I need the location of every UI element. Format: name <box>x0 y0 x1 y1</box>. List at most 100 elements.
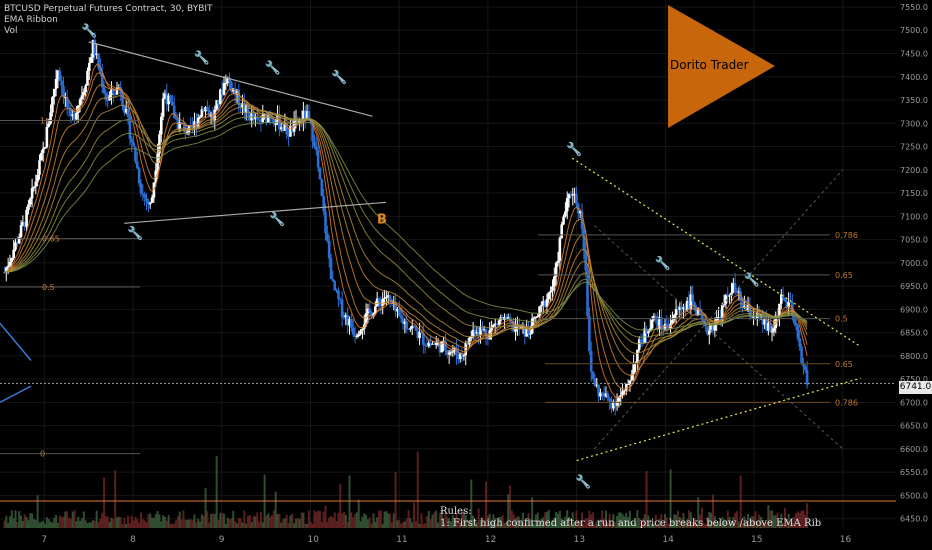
ema-line <box>4 63 808 399</box>
candle-body <box>316 150 320 168</box>
candle-body <box>765 319 768 331</box>
candle-body <box>150 197 154 203</box>
candle-body <box>215 100 218 110</box>
volume-bar <box>363 513 366 528</box>
candle-body <box>128 116 132 139</box>
candle-body <box>278 114 281 130</box>
volume-bar <box>287 522 290 528</box>
volume-bar <box>10 510 13 528</box>
volume-bar <box>337 512 340 528</box>
volume-bar <box>706 517 709 528</box>
price-tick-label: 6500.0 <box>900 491 928 500</box>
candle-body <box>588 315 591 352</box>
indicator-volume[interactable]: Vol <box>4 26 18 36</box>
volume-bar <box>93 520 96 528</box>
candle-body <box>49 112 52 124</box>
candle-body <box>728 295 731 297</box>
volume-bar <box>732 517 735 528</box>
volume-bar <box>44 523 47 528</box>
volume-bar <box>355 512 358 528</box>
volume-bar <box>403 521 406 528</box>
candle-body <box>159 116 163 135</box>
volume-bar <box>778 520 781 528</box>
volume-bar <box>431 514 434 528</box>
volume-bar <box>623 516 626 528</box>
volume-bar <box>723 519 726 528</box>
volume-bar <box>743 516 746 528</box>
candle-body <box>130 138 134 143</box>
volume-bar <box>158 514 161 528</box>
volume-bar <box>759 516 762 528</box>
candle-body <box>172 105 176 119</box>
candle-body <box>270 117 274 120</box>
candle-body <box>318 167 322 180</box>
price-tick-label: 7150.0 <box>900 189 928 198</box>
candle-body <box>355 335 359 338</box>
volume-bar <box>171 523 174 528</box>
volume-bar <box>152 517 155 528</box>
volume-bar <box>31 513 34 528</box>
candle-body <box>353 334 357 338</box>
time-tick-label: 10 <box>307 535 319 545</box>
volume-bar <box>577 520 580 528</box>
candle-body <box>28 198 32 205</box>
candle-body <box>274 123 277 125</box>
volume-bar <box>136 519 139 528</box>
indicator-ema-ribbon[interactable]: EMA Ribbon <box>4 15 58 25</box>
volume-bar <box>42 520 45 528</box>
candle-body <box>298 119 301 124</box>
volume-bar <box>425 515 428 528</box>
volume-bar <box>60 516 63 528</box>
volume-bar <box>793 516 796 528</box>
volume-bar <box>739 475 742 528</box>
candle-body <box>69 108 73 117</box>
candle-body <box>403 321 407 324</box>
volume-bar <box>193 514 196 528</box>
volume-bar <box>149 513 152 528</box>
volume-bar <box>769 510 772 528</box>
volume-bar <box>411 522 414 528</box>
fib-level-label: 1 <box>40 116 45 125</box>
candle-body <box>322 196 325 212</box>
volume-bar <box>647 515 650 528</box>
candle-body <box>219 89 222 105</box>
volume-bar <box>317 510 320 528</box>
wrench-icon: 🔧 <box>566 141 582 158</box>
candle-body <box>733 283 737 292</box>
volume-bar <box>616 516 619 528</box>
candle-body <box>737 291 741 293</box>
volume-bar <box>261 522 264 528</box>
candle-body <box>562 216 565 225</box>
volume-bar <box>704 523 707 528</box>
volume-bar <box>69 518 72 528</box>
candle-body <box>628 380 632 385</box>
candle-body <box>726 294 730 296</box>
chart-legend: BTCUSD Perpetual Futures Contract, 30, B… <box>4 4 213 37</box>
ema-line <box>4 104 808 355</box>
time-tick-label: 11 <box>396 535 407 545</box>
candle-body <box>222 83 226 95</box>
volume-bar <box>571 512 574 528</box>
candle-body <box>335 290 338 292</box>
price-tick-label: 6700.0 <box>900 398 928 407</box>
candle-body <box>60 80 63 86</box>
candle-body <box>313 141 316 147</box>
volume-bar <box>512 514 515 528</box>
volume-bar <box>497 517 500 528</box>
volume-bar <box>169 523 172 528</box>
candle-body <box>311 123 314 142</box>
candle-body <box>785 301 789 308</box>
volume-bar <box>378 511 381 528</box>
candle-body <box>547 292 551 300</box>
volume-bar <box>383 511 386 528</box>
candle-body <box>202 109 206 112</box>
candle-body <box>798 338 802 347</box>
volume-bar <box>3 520 6 528</box>
candle-body <box>447 352 451 355</box>
volume-bar <box>455 512 458 528</box>
volume-bar <box>682 512 685 528</box>
volume-bar <box>518 516 521 528</box>
candle-body <box>803 366 807 371</box>
candle-body <box>104 93 108 101</box>
